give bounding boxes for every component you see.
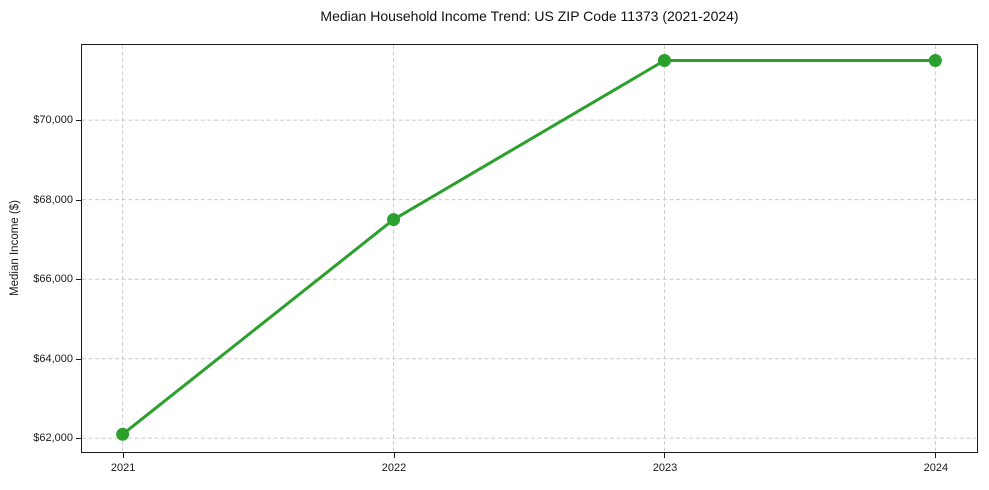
data-point-marker xyxy=(657,54,671,68)
x-tick-mark xyxy=(935,453,937,458)
data-point-marker xyxy=(116,427,130,441)
y-tick-label: $70,000 xyxy=(33,114,73,127)
x-tick-mark xyxy=(122,453,124,458)
y-tick-label: $68,000 xyxy=(33,193,73,206)
trend-line xyxy=(121,59,936,436)
chart-title: Median Household Income Trend: US ZIP Co… xyxy=(320,8,739,24)
plot-area xyxy=(81,44,978,453)
chart-canvas xyxy=(82,45,976,451)
x-tick-label: 2024 xyxy=(923,462,949,474)
x-tick-label: 2021 xyxy=(110,462,136,474)
y-tick-label: $66,000 xyxy=(33,273,73,286)
x-tick-mark xyxy=(664,453,666,458)
x-tick-label: 2023 xyxy=(652,462,678,474)
y-tick-mark xyxy=(76,358,81,360)
data-point-marker xyxy=(387,213,401,227)
y-tick-mark xyxy=(76,438,81,440)
y-tick-label: $64,000 xyxy=(33,352,73,365)
data-point-marker xyxy=(928,54,942,68)
y-tick-mark xyxy=(76,199,81,201)
y-tick-mark xyxy=(76,279,81,281)
y-tick-label: $62,000 xyxy=(33,432,73,445)
x-tick-mark xyxy=(393,453,395,458)
y-tick-mark xyxy=(76,120,81,122)
x-tick-label: 2022 xyxy=(381,462,407,474)
